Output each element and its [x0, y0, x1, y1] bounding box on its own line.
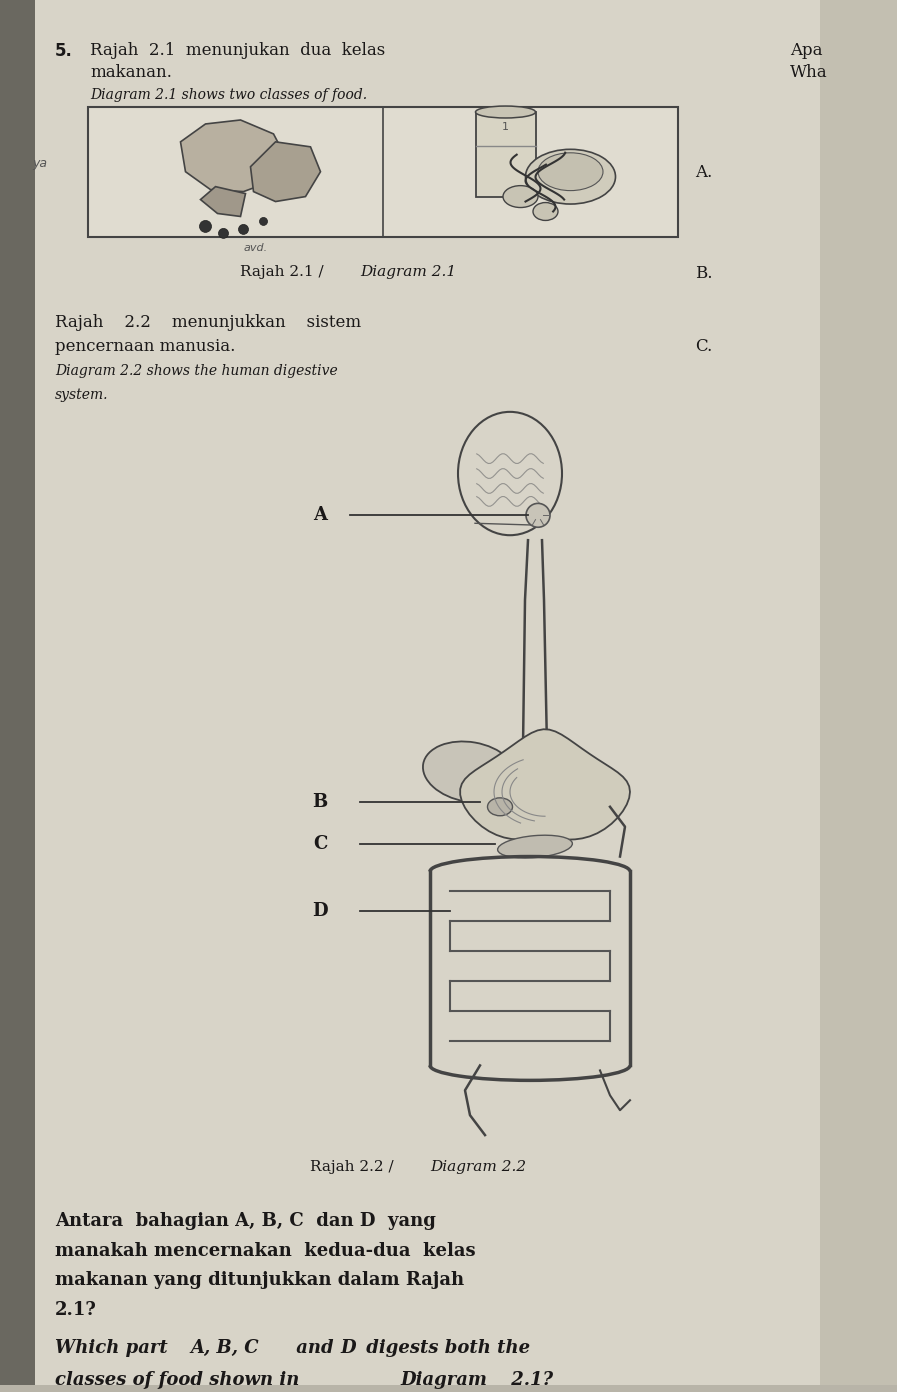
Text: Diagram 2.2 shows the human digestive: Diagram 2.2 shows the human digestive — [55, 365, 338, 379]
Polygon shape — [180, 120, 285, 192]
Ellipse shape — [487, 798, 512, 816]
Ellipse shape — [498, 835, 572, 857]
FancyBboxPatch shape — [0, 0, 35, 1385]
Text: makanan.: makanan. — [90, 64, 172, 81]
Circle shape — [526, 504, 550, 528]
Text: B: B — [312, 793, 327, 810]
FancyBboxPatch shape — [820, 0, 897, 1385]
Text: A, B, C: A, B, C — [190, 1339, 258, 1357]
Text: A.: A. — [695, 164, 712, 181]
Text: makanan yang ditunjukkan dalam Rajah: makanan yang ditunjukkan dalam Rajah — [55, 1271, 464, 1289]
Circle shape — [219, 228, 229, 238]
Text: 2.1?: 2.1? — [505, 1371, 553, 1389]
Polygon shape — [201, 187, 246, 217]
Text: A: A — [313, 507, 327, 525]
Text: Rajah 2.1 /: Rajah 2.1 / — [240, 264, 328, 278]
FancyBboxPatch shape — [88, 107, 678, 237]
Text: Diagram: Diagram — [400, 1371, 487, 1389]
Text: Rajah 2.2 /: Rajah 2.2 / — [310, 1160, 398, 1173]
Polygon shape — [460, 729, 630, 839]
Text: classes of food shown in: classes of food shown in — [55, 1371, 306, 1389]
Text: B.: B. — [695, 264, 712, 281]
Ellipse shape — [503, 185, 538, 207]
Text: Antara  bahagian A, B, C  dan D  yang: Antara bahagian A, B, C dan D yang — [55, 1211, 436, 1229]
Text: D: D — [312, 902, 327, 920]
Text: pencernaan manusia.: pencernaan manusia. — [55, 338, 235, 355]
Ellipse shape — [538, 153, 603, 191]
Circle shape — [199, 220, 212, 232]
Text: D: D — [340, 1339, 355, 1357]
Ellipse shape — [475, 106, 536, 118]
Text: Diagram 2.1: Diagram 2.1 — [360, 264, 457, 278]
Circle shape — [259, 217, 267, 226]
Ellipse shape — [533, 203, 558, 220]
Text: 5.: 5. — [55, 42, 73, 60]
Text: avd.: avd. — [243, 244, 267, 253]
Text: 1: 1 — [502, 122, 509, 132]
Text: manakah mencernakan  kedua-dua  kelas: manakah mencernakan kedua-dua kelas — [55, 1242, 475, 1260]
Polygon shape — [250, 142, 320, 202]
Text: Rajah    2.2    menunjukkan    sistem: Rajah 2.2 menunjukkan sistem — [55, 315, 361, 331]
Text: digests both the: digests both the — [360, 1339, 530, 1357]
Text: Diagram 2.1 shows two classes of food.: Diagram 2.1 shows two classes of food. — [90, 88, 367, 102]
Text: C: C — [313, 835, 327, 853]
Circle shape — [239, 224, 248, 234]
Ellipse shape — [526, 149, 615, 205]
Text: C.: C. — [695, 338, 712, 355]
Text: Apa: Apa — [790, 42, 823, 58]
Ellipse shape — [422, 742, 517, 803]
FancyBboxPatch shape — [475, 111, 536, 196]
Text: Wha: Wha — [790, 64, 828, 81]
Text: and: and — [290, 1339, 340, 1357]
Text: Rajah  2.1  menunjukan  dua  kelas: Rajah 2.1 menunjukan dua kelas — [90, 42, 385, 58]
Text: system.: system. — [55, 388, 109, 402]
FancyBboxPatch shape — [30, 0, 897, 1385]
Text: 2.1?: 2.1? — [55, 1302, 97, 1320]
Text: ya: ya — [32, 157, 48, 170]
Ellipse shape — [458, 412, 562, 535]
Text: Diagram 2.2: Diagram 2.2 — [430, 1160, 527, 1173]
Text: Which part: Which part — [55, 1339, 174, 1357]
